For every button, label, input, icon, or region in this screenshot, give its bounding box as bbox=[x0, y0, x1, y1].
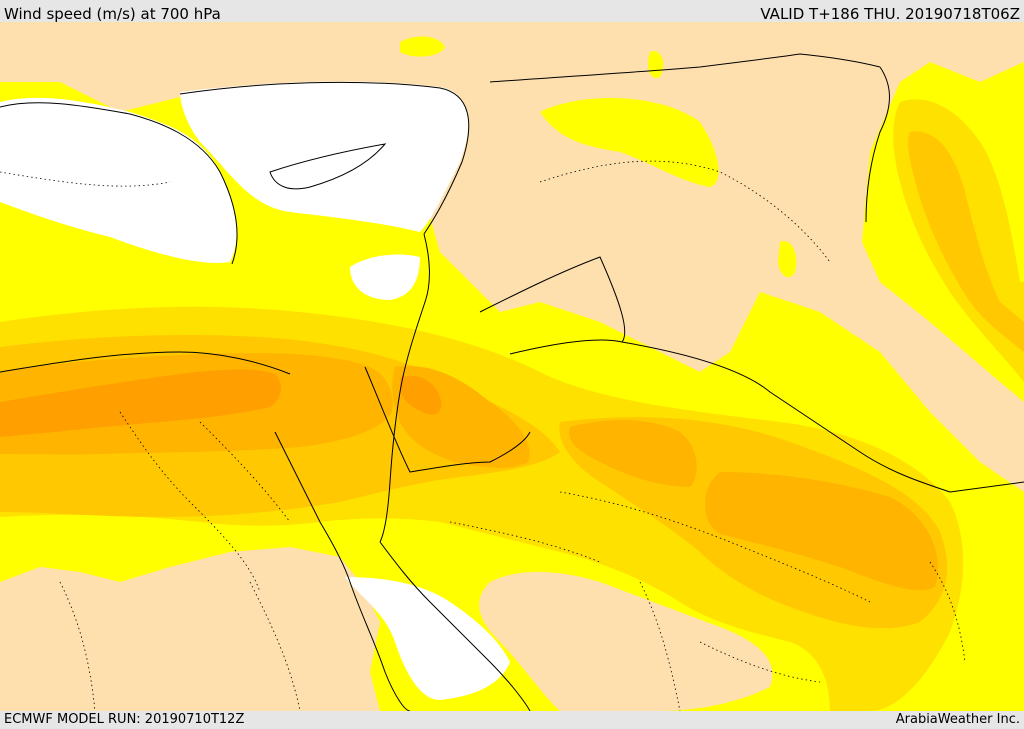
valid-time: VALID T+186 THU. 20190718T06Z bbox=[760, 5, 1020, 23]
wind-speed-map bbox=[0, 22, 1024, 711]
field-level-1 bbox=[479, 571, 773, 711]
map-canvas bbox=[0, 22, 1024, 711]
field-calm bbox=[350, 254, 420, 300]
map-footer: ECMWF MODEL RUN: 20190710T12Z ArabiaWeat… bbox=[0, 711, 1024, 729]
field-calm bbox=[345, 577, 510, 700]
field-level-1 bbox=[0, 22, 1024, 492]
field-level-5 bbox=[705, 472, 938, 591]
map-title: Wind speed (m/s) at 700 hPa bbox=[4, 5, 221, 23]
field-level-6 bbox=[0, 369, 282, 437]
field-level-4 bbox=[907, 131, 1024, 352]
field-level-5 bbox=[569, 420, 697, 487]
map-header: Wind speed (m/s) at 700 hPa VALID T+186 … bbox=[0, 0, 1024, 23]
borders bbox=[364, 53, 1024, 493]
field-level-6 bbox=[400, 375, 442, 415]
province-lines bbox=[0, 160, 966, 711]
field-level-2 bbox=[540, 98, 719, 187]
coastlines bbox=[0, 81, 531, 711]
model-run: ECMWF MODEL RUN: 20190710T12Z bbox=[4, 712, 245, 727]
field-calm bbox=[0, 97, 237, 263]
credit: ArabiaWeather Inc. bbox=[895, 712, 1020, 727]
field-level-2 bbox=[400, 36, 445, 57]
field-level-1 bbox=[0, 547, 380, 711]
field-level-2 bbox=[778, 241, 797, 278]
field-level-2 bbox=[648, 51, 664, 78]
